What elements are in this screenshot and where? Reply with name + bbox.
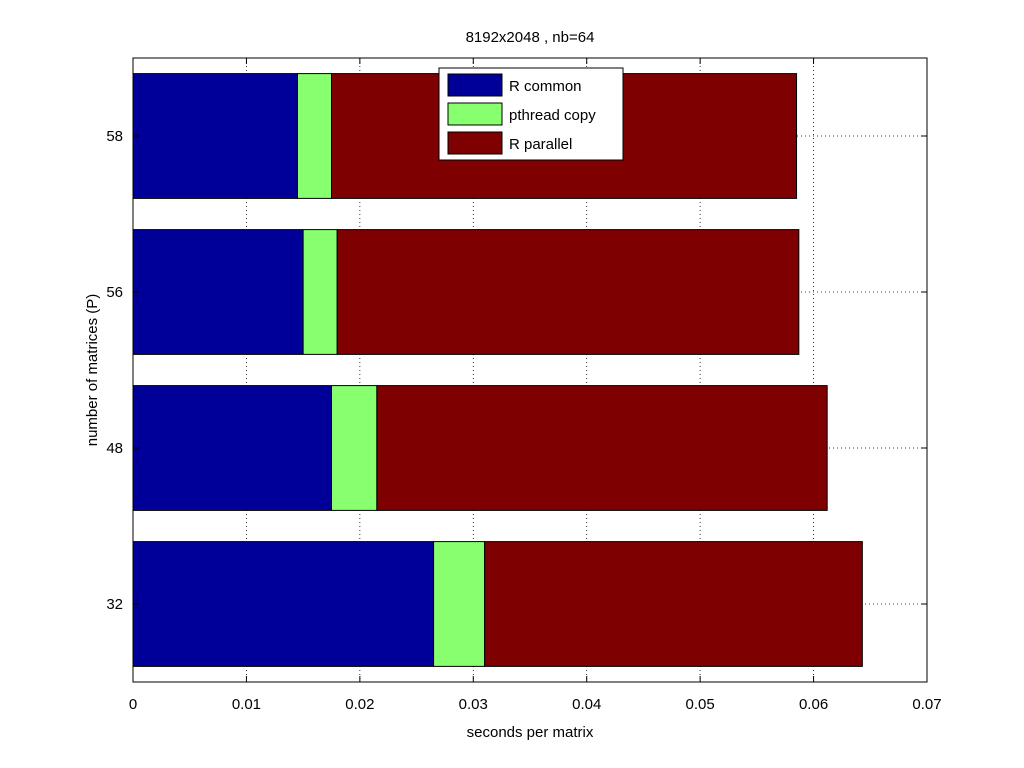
bar-segment-pthread-copy	[331, 385, 378, 511]
bar-segment-pthread-copy	[433, 541, 486, 667]
bar-segment-r-parallel	[376, 385, 828, 511]
y-axis-label: number of matrices (P)	[84, 294, 101, 447]
x-tick-label: 0.07	[912, 696, 941, 713]
x-tick-label: 0.06	[799, 696, 828, 713]
legend-swatch	[447, 131, 503, 155]
x-tick-label: 0.03	[459, 696, 488, 713]
legend-label: pthread copy	[509, 107, 596, 124]
x-tick-label: 0.01	[232, 696, 261, 713]
y-tick-label: 58	[106, 128, 123, 145]
bar-segment-pthread-copy	[296, 73, 333, 199]
bar-segment-r-parallel	[336, 229, 800, 355]
legend-label: R parallel	[509, 136, 572, 153]
legend: R common pthread copy R parallel	[438, 67, 624, 161]
bar-segment-r-parallel	[484, 541, 863, 667]
x-tick-label: 0.04	[572, 696, 601, 713]
x-tick-label: 0.05	[686, 696, 715, 713]
bar-segment-pthread-copy	[302, 229, 338, 355]
y-tick-label: 48	[106, 440, 123, 457]
y-tick-label: 56	[106, 284, 123, 301]
x-axis-ticks: 0 0.01 0.02 0.03 0.04 0.05 0.06 0.07	[129, 58, 942, 713]
x-tick-label: 0.02	[345, 696, 374, 713]
bar-segment-r-common	[132, 385, 332, 511]
x-tick-label: 0	[129, 696, 137, 713]
legend-swatch	[447, 102, 503, 126]
plot-area-border	[132, 57, 928, 683]
y-axis-ticks: 58 56 48 32	[106, 128, 927, 613]
x-axis-label: seconds per matrix	[467, 724, 594, 741]
y-tick-label: 32	[106, 596, 123, 613]
legend-swatch	[447, 73, 503, 97]
legend-label: R common	[509, 78, 582, 95]
bar-segment-r-common	[132, 73, 298, 199]
bar-segment-r-common	[132, 229, 304, 355]
chart-title: 8192x2048 , nb=64	[466, 29, 595, 46]
bar-segment-r-common	[132, 541, 435, 667]
